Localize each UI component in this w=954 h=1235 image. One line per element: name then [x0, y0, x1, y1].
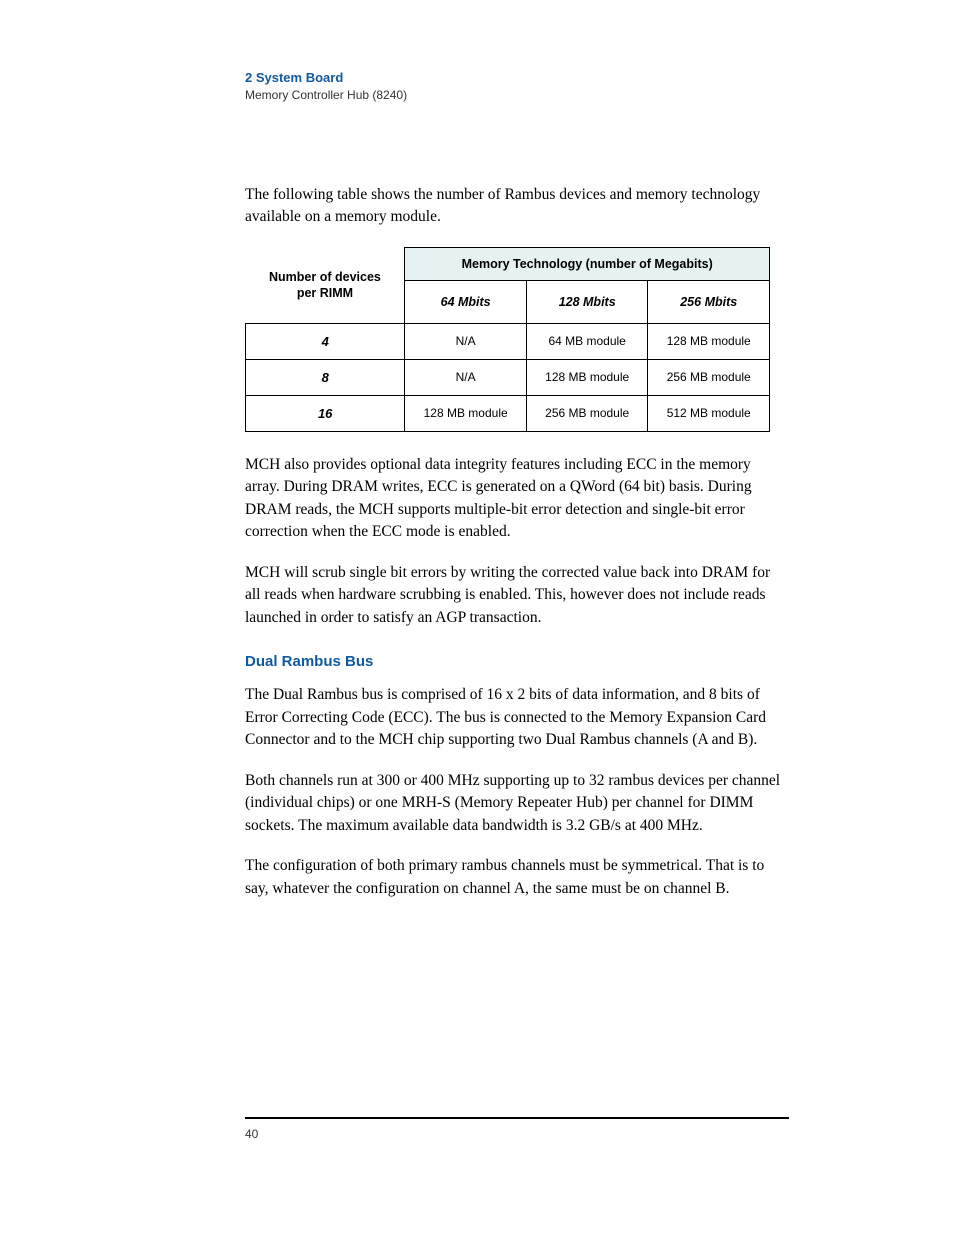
table-row: 4 N/A 64 MB module 128 MB module	[246, 323, 770, 359]
section-heading: Dual Rambus Bus	[245, 653, 789, 670]
table-column-header: 128 Mbits	[526, 280, 648, 323]
table-cell: 256 MB module	[648, 359, 770, 395]
table-row: 16 128 MB module 256 MB module 512 MB mo…	[246, 395, 770, 431]
document-page: 2 System Board Memory Controller Hub (82…	[0, 0, 954, 900]
table-column-header: 256 Mbits	[648, 280, 770, 323]
table-cell: 64 MB module	[526, 323, 648, 359]
body-paragraph: MCH will scrub single bit errors by writ…	[245, 562, 789, 629]
table-row: Number of devices per RIMM Memory Techno…	[246, 247, 770, 280]
table-row: 8 N/A 128 MB module 256 MB module	[246, 359, 770, 395]
chapter-label: 2 System Board	[245, 70, 789, 85]
body-paragraph: The configuration of both primary rambus…	[245, 855, 789, 900]
header-subtitle: Memory Controller Hub (8240)	[245, 88, 789, 102]
body-paragraph: Both channels run at 300 or 400 MHz supp…	[245, 770, 789, 837]
page-header: 2 System Board Memory Controller Hub (82…	[245, 70, 789, 102]
footer-rule	[245, 1117, 789, 1119]
body-paragraph: MCH also provides optional data integrit…	[245, 454, 789, 544]
page-number: 40	[245, 1127, 258, 1141]
table-column-header: 64 Mbits	[405, 280, 527, 323]
row-header-line2: per RIMM	[297, 286, 353, 300]
table-row-label: 4	[246, 323, 405, 359]
table-cell: 128 MB module	[526, 359, 648, 395]
table-cell: 128 MB module	[648, 323, 770, 359]
memory-technology-table: Number of devices per RIMM Memory Techno…	[245, 247, 770, 432]
body-paragraph: The Dual Rambus bus is comprised of 16 x…	[245, 684, 789, 751]
table-cell: N/A	[405, 359, 527, 395]
table-cell: N/A	[405, 323, 527, 359]
table-merged-header: Memory Technology (number of Megabits)	[405, 247, 770, 280]
table-row-label: 16	[246, 395, 405, 431]
table-cell: 512 MB module	[648, 395, 770, 431]
table-cell: 128 MB module	[405, 395, 527, 431]
table-cell: 256 MB module	[526, 395, 648, 431]
row-header-line1: Number of devices	[269, 270, 381, 284]
table-corner-header: Number of devices per RIMM	[246, 247, 405, 323]
intro-paragraph: The following table shows the number of …	[245, 184, 789, 229]
table-row-label: 8	[246, 359, 405, 395]
